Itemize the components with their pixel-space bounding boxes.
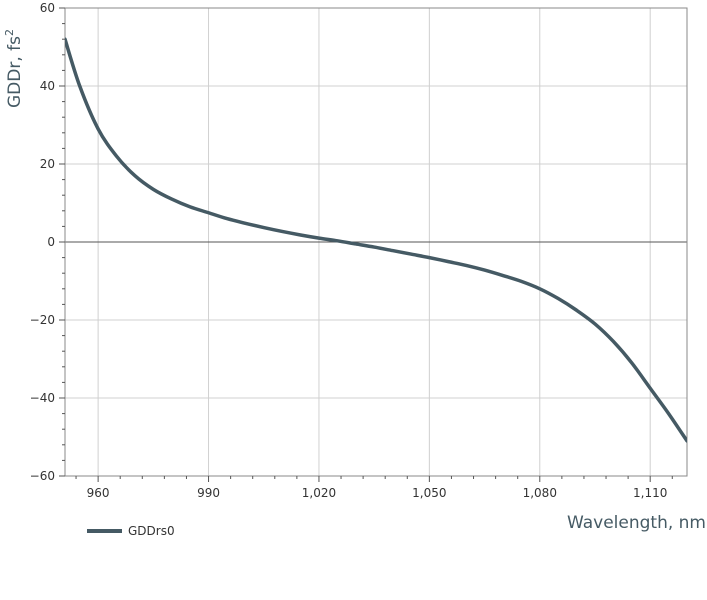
x-axis: 960 990 1,020 1,050 1,080 1,110 xyxy=(75,476,673,500)
y-tick-label: 20 xyxy=(40,157,55,171)
x-tick-label: 1,050 xyxy=(412,486,446,500)
y-tick-label: −40 xyxy=(30,391,55,405)
legend-label: GDDrs0 xyxy=(128,524,175,538)
y-tick-label: 60 xyxy=(40,1,55,15)
legend: GDDrs0 xyxy=(87,524,175,538)
x-tick-label: 1,020 xyxy=(302,486,336,500)
y-axis: −60 −40 −20 0 20 40 60 xyxy=(30,1,65,483)
y-axis-title-superscript: 2 xyxy=(3,29,16,36)
x-axis-title: Wavelength, nm xyxy=(567,513,706,533)
x-tick-label: 1,080 xyxy=(523,486,557,500)
y-tick-label: −20 xyxy=(30,313,55,327)
y-tick-label: 40 xyxy=(40,79,55,93)
y-axis-title: GDDr, fs2 xyxy=(3,29,25,108)
x-tick-label: 1,110 xyxy=(633,486,667,500)
series-line-GDDrs0 xyxy=(65,37,687,443)
series-group xyxy=(65,37,687,443)
x-tick-label: 990 xyxy=(197,486,220,500)
x-tick-label: 960 xyxy=(87,486,110,500)
y-tick-label: −60 xyxy=(30,469,55,483)
y-tick-label: 0 xyxy=(47,235,55,249)
